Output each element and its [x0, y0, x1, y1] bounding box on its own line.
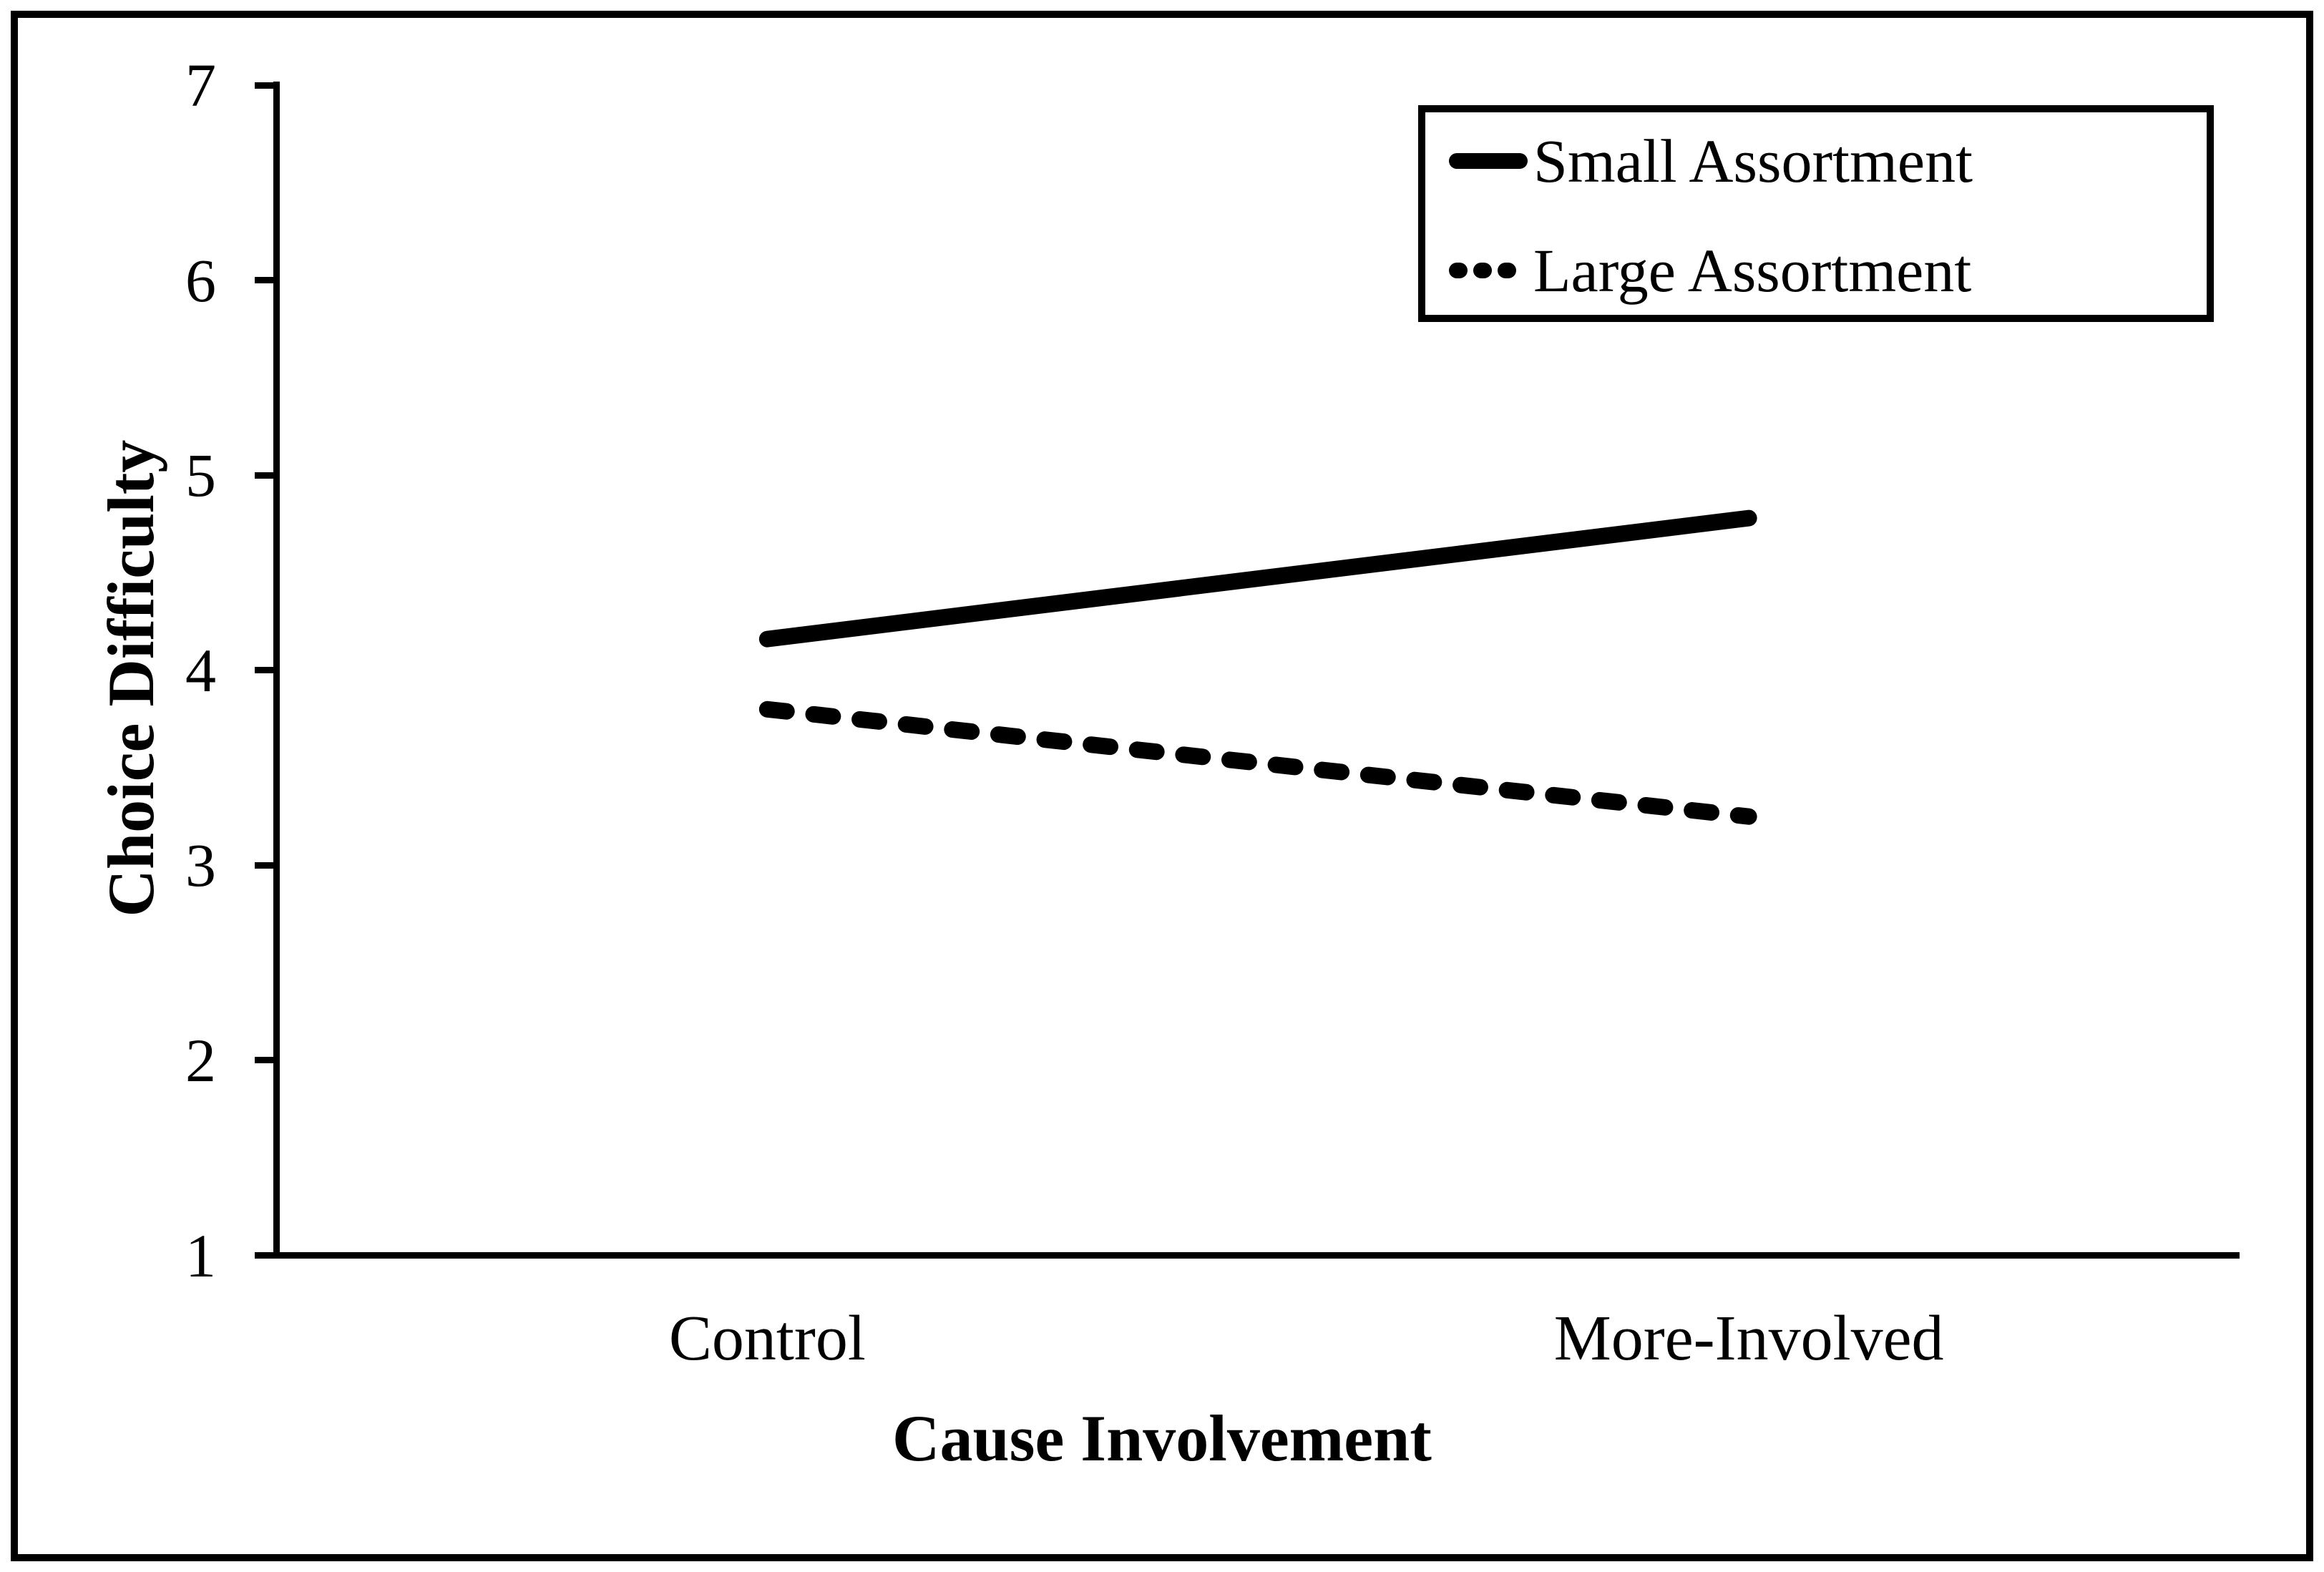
y-tick-label: 6 — [185, 245, 216, 315]
x-category-label: More-Involved — [1553, 1303, 1944, 1374]
y-tick-label: 4 — [185, 635, 216, 705]
y-tick-label: 5 — [185, 441, 216, 510]
x-category-label: Control — [668, 1303, 866, 1374]
legend-row-small-assortment: Small Assortment — [1449, 127, 1973, 195]
y-tick-label: 7 — [185, 51, 216, 119]
legend-row-large-assortment: Large Assortment — [1449, 236, 1971, 304]
y-tick-mark — [255, 277, 276, 284]
legend: Small Assortment Large Assortment — [1418, 105, 2214, 322]
x-axis-title: Cause Involvement — [892, 1402, 1432, 1475]
series-line-small-assortment — [758, 509, 1757, 648]
y-tick-label: 2 — [185, 1025, 216, 1095]
y-tick-mark — [255, 861, 276, 869]
y-tick-label: 1 — [185, 1221, 216, 1290]
series-line-large-assortment — [758, 700, 1757, 825]
x-axis-line — [273, 1252, 2240, 1259]
y-tick-mark — [255, 472, 276, 479]
y-tick-mark — [255, 82, 276, 89]
y-tick-mark — [255, 1252, 276, 1259]
solid-line-sample-icon — [1449, 152, 1528, 169]
y-tick-mark — [255, 1057, 276, 1064]
y-axis-title: Choice Difficulty — [94, 439, 167, 917]
legend-label-small-assortment: Small Assortment — [1533, 126, 1973, 195]
y-tick-mark — [255, 667, 276, 674]
y-tick-label: 3 — [185, 831, 216, 900]
dashed-line-sample-icon — [1449, 262, 1528, 278]
y-axis-line — [273, 82, 280, 1259]
legend-label-large-assortment: Large Assortment — [1533, 235, 1972, 305]
figure-border — [11, 11, 2313, 1561]
